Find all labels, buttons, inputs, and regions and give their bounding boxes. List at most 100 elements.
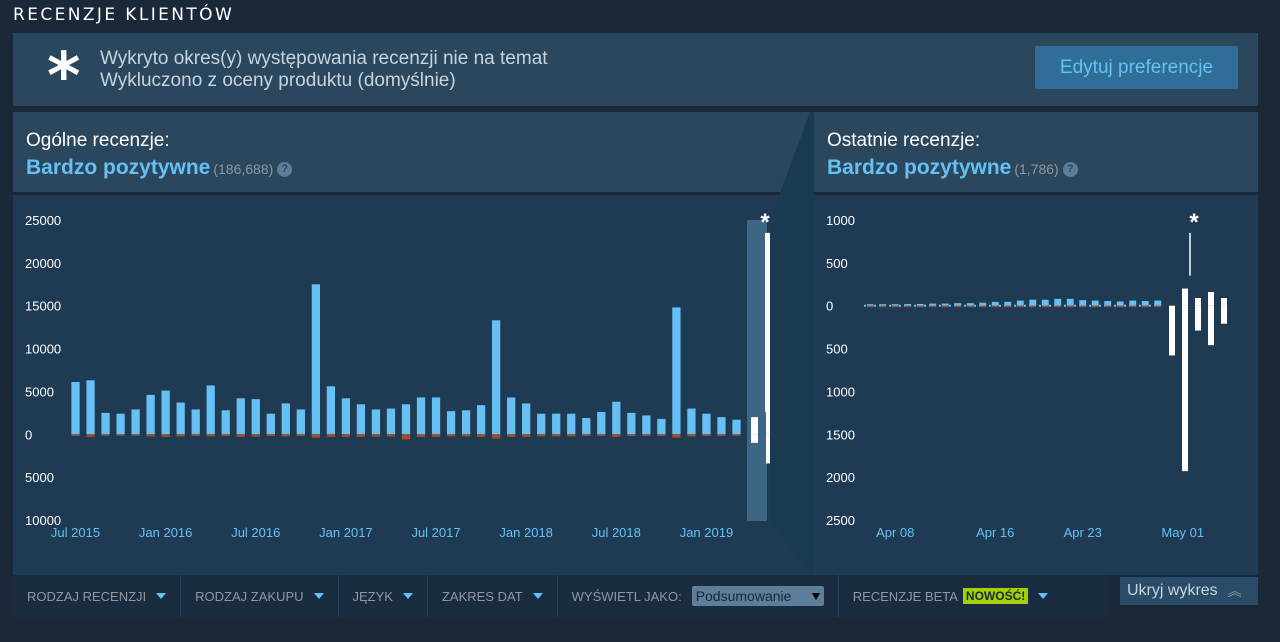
positive-bar xyxy=(879,304,887,306)
x-tick-label: Jul 2018 xyxy=(592,525,641,540)
positive-bar xyxy=(979,302,987,306)
negative-bar xyxy=(446,434,456,437)
hide-chart-label: Ukryj wykres xyxy=(1127,582,1218,599)
offtopic-negative-bar xyxy=(1195,305,1201,331)
negative-bar xyxy=(1054,305,1062,308)
positive-bar xyxy=(296,409,305,435)
negative-bar xyxy=(206,434,215,437)
filter-beta-reviews-label: RECENZJE BETA xyxy=(852,588,958,604)
positive-bar xyxy=(941,303,949,306)
positive-bar xyxy=(567,413,576,435)
negative-bar xyxy=(251,434,260,437)
positive-bar xyxy=(507,397,516,435)
chevron-down-icon xyxy=(532,593,543,599)
positive-bar xyxy=(642,415,651,435)
negative-bar xyxy=(1116,305,1124,308)
x-tick-label: Apr 23 xyxy=(1064,525,1102,540)
negative-bar xyxy=(476,434,486,437)
overall-chart-area: 25000 20000 15000 10000 5000 0 5000 10000 Jul 20… xyxy=(13,195,810,575)
y-tick-label: 1000 xyxy=(826,213,855,228)
negative-bar xyxy=(979,305,987,308)
offtopic-negative-bar xyxy=(1221,305,1227,324)
chevron-down-icon xyxy=(156,593,167,599)
negative-bar xyxy=(1066,305,1074,308)
offtopic-positive-bar xyxy=(1182,288,1188,306)
filter-review-type-label: RODZAJ RECENZJI xyxy=(27,588,147,604)
negative-bar xyxy=(552,434,561,437)
negative-bar xyxy=(492,434,501,439)
positive-bar xyxy=(1154,300,1162,306)
hide-chart-button[interactable]: Ukryj wykres ︽ xyxy=(1120,577,1258,605)
offtopic-negative-bar xyxy=(751,434,758,443)
positive-bar xyxy=(627,412,636,435)
overall-rating[interactable]: Bardzo pozytywne (186,688)? xyxy=(26,156,293,180)
negative-bar xyxy=(732,434,741,436)
y-tick-label: 0 xyxy=(25,427,32,442)
overall-rating-label: Bardzo pozytywne xyxy=(26,156,211,179)
x-tick-label: Jul 2016 xyxy=(231,525,280,540)
positive-bar xyxy=(1129,300,1137,306)
negative-bar xyxy=(371,434,381,437)
positive-bar xyxy=(206,385,215,435)
negative-bar xyxy=(461,434,471,437)
negative-bar xyxy=(1041,305,1049,308)
recent-rating-label: Bardzo pozytywne xyxy=(827,156,1012,179)
offtopic-negative-bar xyxy=(1169,305,1175,356)
negative-bar xyxy=(507,434,516,437)
positive-bar xyxy=(326,386,336,435)
negative-bar xyxy=(71,434,80,436)
negative-bar xyxy=(1141,305,1149,308)
filter-language[interactable]: JĘZYK xyxy=(339,575,428,617)
x-tick-label: May 01 xyxy=(1161,525,1204,540)
positive-bar xyxy=(236,398,245,435)
positive-bar xyxy=(281,403,290,435)
positive-bar xyxy=(597,412,606,435)
positive-bar xyxy=(386,408,396,435)
x-tick-label: Apr 08 xyxy=(876,525,914,540)
recent-rating[interactable]: Bardzo pozytywne (1,786)? xyxy=(827,156,1078,180)
positive-bar xyxy=(702,413,711,435)
edit-preferences-button[interactable]: Edytuj preferencje xyxy=(1035,46,1238,89)
filter-date-range[interactable]: ZAKRES DAT xyxy=(428,575,558,617)
positive-bar xyxy=(1029,299,1037,306)
negative-bar xyxy=(866,305,874,308)
recent-help-icon[interactable]: ? xyxy=(1062,162,1078,177)
offtopic-asterisk: * xyxy=(1189,209,1199,236)
negative-bar xyxy=(966,305,974,308)
display-as-value: Podsumowanie xyxy=(695,588,792,604)
negative-bar xyxy=(161,434,170,437)
positive-bar xyxy=(476,405,486,435)
x-tick-label: Jan 2016 xyxy=(139,525,193,540)
positive-bar xyxy=(101,412,110,435)
offtopic-positive-bar xyxy=(1221,298,1227,306)
negative-bar xyxy=(281,434,290,437)
negative-bar xyxy=(627,434,636,436)
filter-review-type[interactable]: RODZAJ RECENZJI xyxy=(13,575,182,617)
negative-bar xyxy=(146,434,155,437)
negative-bar xyxy=(431,434,441,437)
positive-bar xyxy=(146,394,155,435)
positive-bar xyxy=(687,408,696,435)
filter-display-as: WYŚWIETL JAKO: Podsumowanie xyxy=(558,575,839,617)
offtopic-negative-bar xyxy=(1182,305,1188,472)
negative-bar xyxy=(941,305,949,308)
y-tick-label: 2000 xyxy=(826,470,855,485)
recent-histogram[interactable]: 1000 500 0 500 1000 1500 2000 2500 Apr 08 Apr 16 A… xyxy=(814,195,1258,575)
x-tick-label: Jul 2015 xyxy=(51,525,100,540)
overall-help-icon[interactable]: ? xyxy=(277,162,293,177)
negative-bar xyxy=(929,305,937,308)
offtopic-shade xyxy=(747,220,767,521)
negative-bar xyxy=(1104,305,1112,308)
asterisk-icon: * xyxy=(47,40,81,114)
negative-bar xyxy=(386,434,396,437)
positive-bar xyxy=(537,413,546,435)
y-tick-label: 0 xyxy=(826,299,833,314)
display-as-label: WYŚWIETL JAKO: xyxy=(571,588,682,604)
filter-purchase-type-label: RODZAJ ZAKUPU xyxy=(195,588,304,604)
positive-bar xyxy=(612,401,621,435)
filter-purchase-type[interactable]: RODZAJ ZAKUPU xyxy=(181,575,339,617)
display-as-select[interactable]: Podsumowanie xyxy=(691,586,824,606)
positive-bar xyxy=(1016,300,1024,306)
filter-beta-reviews[interactable]: RECENZJE BETA NOWOŚĆ! xyxy=(839,575,1063,617)
